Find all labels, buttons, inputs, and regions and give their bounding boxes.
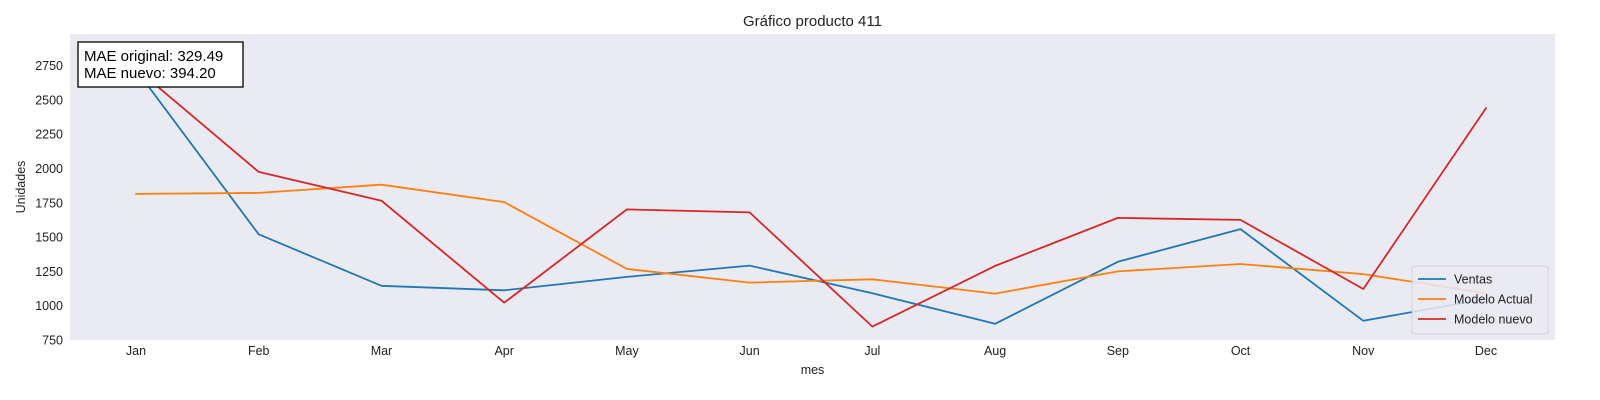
y-tick-label: 2750 (35, 59, 63, 73)
mae-annotation-box: MAE original: 329.49 MAE nuevo: 394.20 (77, 41, 244, 88)
y-tick-label: 2250 (35, 128, 63, 142)
x-axis-label: mes (801, 363, 825, 377)
mae-original-text: MAE original: 329.49 (84, 48, 223, 65)
y-tick-label: 2500 (35, 93, 63, 107)
y-tick-label: 2000 (35, 162, 63, 176)
y-axis-label: Unidades (14, 161, 28, 214)
x-tick-label: Sep (1107, 344, 1129, 358)
y-tick-label: 1750 (35, 196, 63, 210)
x-tick-label: Jun (740, 344, 760, 358)
series-line-ventas (135, 68, 1487, 325)
x-tick-label: Apr (494, 344, 513, 358)
y-tick-label: 1250 (35, 265, 63, 279)
x-tick-label: Oct (1231, 344, 1251, 358)
series-line-modelo-actual (135, 183, 1487, 295)
x-tick-label: Dec (1475, 344, 1497, 358)
chart-title: Gráfico producto 411 (743, 13, 882, 30)
y-tick-label: 1500 (35, 231, 63, 245)
legend: Ventas Modelo Actual Modelo nuevo (1411, 265, 1549, 335)
legend-label: Ventas (1454, 273, 1492, 287)
legend-label: Modelo Actual (1454, 293, 1533, 307)
x-tick-label: Jan (126, 344, 146, 358)
x-axis-ticks: Jan Feb Mar Apr May Jun Jul Aug Sep Oct Nov Dec (126, 344, 1497, 358)
legend-label: Modelo nuevo (1454, 313, 1533, 327)
series-lines (135, 67, 1487, 328)
series-line-modelo-nuevo (135, 67, 1487, 328)
mae-nuevo-text: MAE nuevo: 394.20 (84, 65, 216, 82)
plot-area (70, 34, 1555, 340)
x-tick-label: Aug (984, 344, 1006, 358)
x-tick-label: Jul (864, 344, 880, 358)
y-axis-ticks: 750 1000 1250 1500 1750 2000 2250 2500 2750 (35, 59, 63, 347)
x-tick-label: Nov (1352, 344, 1375, 358)
x-tick-label: Feb (248, 344, 270, 358)
y-tick-label: 750 (42, 334, 63, 348)
y-tick-label: 1000 (35, 299, 63, 313)
legend-frame (1411, 265, 1549, 335)
x-tick-label: May (615, 344, 639, 358)
annotation-frame (77, 41, 244, 88)
x-tick-label: Mar (371, 344, 393, 358)
